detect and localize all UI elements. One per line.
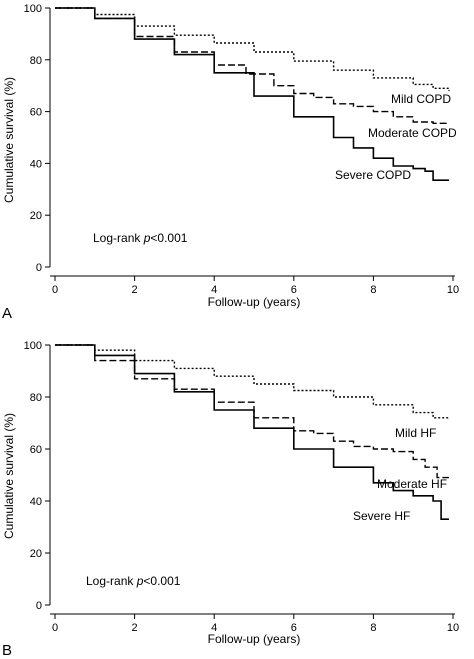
- panel-b-x-tick-label: 10: [447, 622, 459, 634]
- panel-a-y-tick-label: 60: [30, 107, 42, 119]
- panel-b-x-tick-label: 0: [52, 622, 58, 634]
- series-line-moderate-copd: [55, 7, 449, 124]
- panel-b-logrank-annotation: Log-rank p<0.001: [86, 574, 181, 588]
- panel-b-y-tick-label: 0: [36, 600, 42, 612]
- panel-b-y-tick-label: 100: [24, 340, 42, 352]
- panel-a-x-tick-label: 2: [132, 284, 138, 296]
- series-line-severe-hf: [55, 344, 449, 520]
- panel-a-y-tick-label: 40: [30, 158, 42, 170]
- panel-a-logrank-annotation: Log-rank p<0.001: [93, 231, 188, 245]
- label-moderate-hf: Moderate HF: [377, 477, 447, 491]
- panel-b-hf: Cumulative survival (%) Follow-up (years…: [2, 340, 459, 659]
- label-severe-hf: Severe HF: [353, 509, 410, 523]
- panel-b-x-axis-label: Follow-up (years): [208, 632, 301, 646]
- panel-a-y-tick-label: 20: [30, 210, 42, 222]
- panel-b-y-axis-label: Cumulative survival (%): [2, 413, 16, 539]
- logrank-p: p: [136, 574, 144, 588]
- panel-a-copd: Cumulative survival (%) Follow-up (years…: [2, 3, 459, 322]
- panel-b-label: B: [2, 642, 12, 659]
- panel-b-x-tick-label: 6: [291, 622, 297, 634]
- label-mild-copd: Mild COPD: [391, 92, 451, 106]
- logrank-suffix: <0.001: [143, 574, 180, 588]
- panel-a-x-tick-label: 6: [291, 284, 297, 296]
- panel-a-x-tick-label: 10: [447, 284, 459, 296]
- panel-b-y-tick-label: 20: [30, 548, 42, 560]
- logrank-p: p: [143, 231, 151, 245]
- panel-b-y-tick-label: 40: [30, 496, 42, 508]
- label-mild-hf: Mild HF: [395, 426, 436, 440]
- panel-b-x-tick-label: 4: [211, 622, 217, 634]
- series-line-moderate-hf: [55, 344, 449, 479]
- panel-a-y-tick-label: 80: [30, 55, 42, 67]
- panel-a-x-tick-label: 0: [52, 284, 58, 296]
- logrank-prefix: Log-rank: [93, 231, 144, 245]
- series-line-severe-copd: [55, 7, 449, 181]
- series-line-mild-hf: [55, 344, 450, 420]
- panel-b-y-tick-label: 60: [30, 444, 42, 456]
- panel-b-x-tick-label: 2: [132, 622, 138, 634]
- label-moderate-copd: Moderate COPD: [368, 126, 457, 140]
- panel-a-y-tick-label: 100: [24, 3, 42, 15]
- panel-b-x-tick-label: 8: [370, 622, 376, 634]
- panel-a-x-axis-label: Follow-up (years): [208, 295, 301, 309]
- panel-b-y-tick-label: 80: [30, 392, 42, 404]
- logrank-prefix: Log-rank: [86, 574, 137, 588]
- series-line-mild-copd: [55, 7, 450, 91]
- panel-a-x-tick-label: 4: [211, 284, 217, 296]
- panel-a-label: A: [2, 305, 12, 322]
- panel-a-y-tick-label: 0: [36, 262, 42, 274]
- panel-a-x-tick-label: 8: [370, 284, 376, 296]
- logrank-suffix: <0.001: [150, 231, 187, 245]
- label-severe-copd: Severe COPD: [335, 168, 411, 182]
- panel-a-y-axis-label: Cumulative survival (%): [2, 77, 16, 203]
